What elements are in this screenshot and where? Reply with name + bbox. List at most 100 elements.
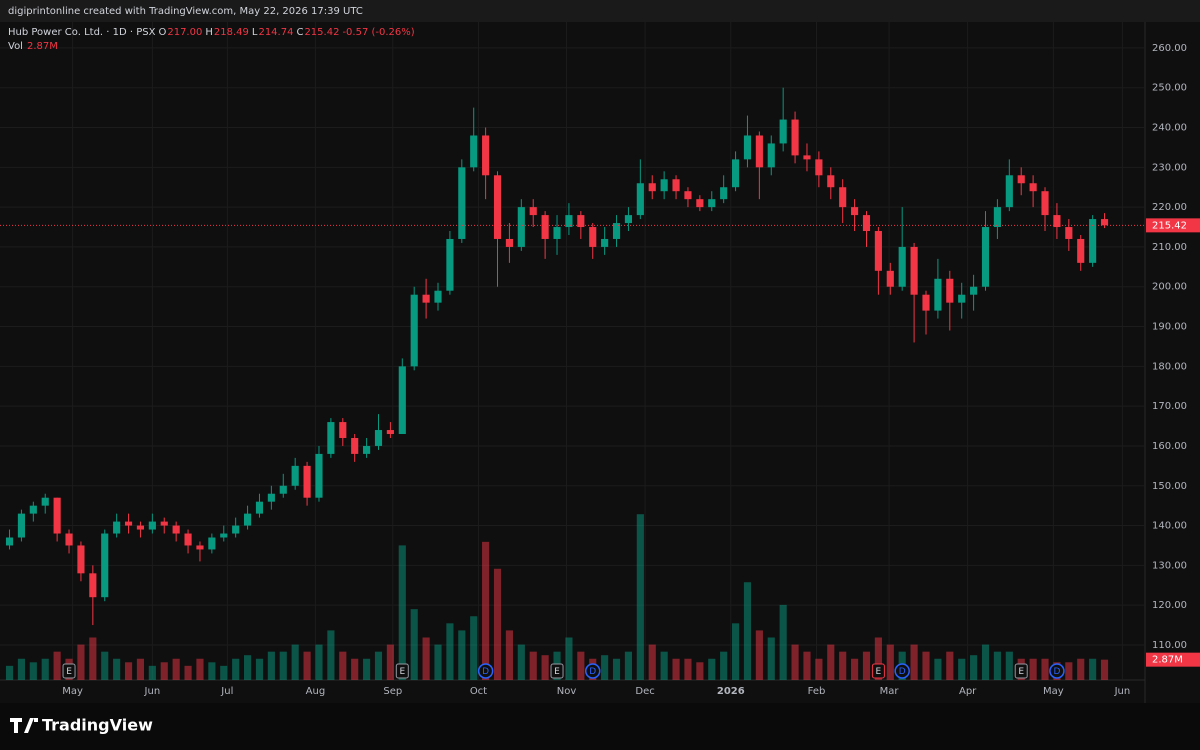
candle-body: [1100, 219, 1109, 226]
candle-body: [77, 545, 85, 574]
candle-body: [803, 155, 811, 160]
volume-bar: [77, 644, 85, 680]
volume-bar: [970, 655, 978, 680]
y-tick-label: 230.00: [1152, 162, 1187, 173]
candle-body: [851, 207, 859, 216]
volume-bar: [315, 644, 323, 680]
y-tick-label: 120.00: [1152, 600, 1187, 611]
event-marker: E: [395, 663, 409, 679]
candle-body: [493, 175, 502, 239]
candle-body: [315, 453, 323, 498]
volume-bar: [136, 658, 145, 680]
x-tick-label: Jun: [144, 686, 161, 697]
candle-body: [743, 135, 752, 160]
candle-body: [410, 294, 418, 367]
volume-bar: [874, 637, 882, 680]
candle-body: [482, 135, 490, 176]
volume-bar: [101, 651, 109, 680]
candle-body: [815, 159, 823, 176]
candles: [5, 87, 1109, 626]
volume-bar: [696, 662, 704, 680]
candle-body: [327, 422, 335, 454]
vol-value: 2.87M: [27, 41, 58, 52]
volume-bar: [934, 658, 942, 680]
event-marker: D: [584, 663, 601, 679]
volume-bar: [386, 644, 394, 680]
volume-bar: [910, 644, 918, 680]
volume-bar: [779, 604, 787, 680]
volume-bar: [482, 541, 490, 680]
candle-body: [220, 533, 228, 538]
volume-bar: [731, 623, 740, 680]
volume-bar: [636, 514, 644, 680]
candle-body: [89, 573, 97, 598]
volume-bar: [1077, 658, 1085, 680]
candle-body: [101, 533, 109, 598]
candle-body: [839, 187, 847, 208]
volume-bar: [708, 658, 716, 680]
volume-bar: [946, 651, 954, 680]
candle-body: [29, 505, 37, 514]
candle-body: [696, 199, 704, 208]
volume-bar: [827, 644, 835, 680]
candle-body: [672, 179, 680, 192]
y-tick-label: 170.00: [1152, 401, 1187, 412]
footer: [0, 703, 1200, 750]
candle-body: [529, 207, 537, 216]
candle-body: [136, 525, 145, 530]
candle-body: [124, 521, 133, 526]
legend-key: C: [296, 27, 303, 38]
volume-bar: [53, 651, 61, 680]
candle-body: [422, 294, 430, 303]
volume-bar: [196, 658, 204, 680]
volume-bar: [434, 644, 442, 680]
credit-bar: [0, 0, 1200, 22]
volume-bar: [886, 644, 894, 680]
volume-bar: [29, 662, 37, 680]
volume-bar: [363, 658, 371, 680]
logo-mark: [10, 718, 38, 733]
candle-body: [470, 135, 478, 168]
event-badge: [871, 663, 885, 679]
volume-bar: [720, 651, 728, 680]
logo: TradingView: [10, 716, 153, 735]
volume-bar: [505, 630, 513, 680]
volume-bar: [601, 655, 609, 680]
y-tick-label: 210.00: [1152, 242, 1187, 253]
candle-body: [1017, 175, 1025, 184]
volume-bar: [993, 651, 1001, 680]
candle-body: [589, 227, 597, 247]
volume-bar: [303, 651, 311, 680]
y-tick-label: 150.00: [1152, 481, 1187, 492]
candle-body: [791, 119, 799, 156]
event-label: E: [554, 667, 560, 677]
event-badge: [550, 663, 564, 679]
volume-bar: [398, 545, 406, 680]
x-tick-label: May: [1043, 686, 1064, 697]
volume-bar: [148, 665, 156, 680]
candle-body: [1005, 175, 1013, 208]
volume-bar: [672, 658, 680, 680]
candle-body: [981, 227, 990, 287]
symbol: Hub Power Co. Ltd. · 1D · PSX: [8, 27, 156, 38]
event-label: E: [66, 667, 72, 677]
y-tick-label: 220.00: [1152, 202, 1187, 213]
candle-body: [363, 445, 371, 454]
candle-body: [922, 294, 930, 311]
candle-body: [172, 525, 180, 534]
event-label: D: [589, 667, 596, 677]
volume-bar: [862, 651, 871, 680]
volume-bar: [255, 658, 264, 680]
candle-body: [434, 290, 442, 303]
volume-bar: [41, 658, 49, 680]
volume-bar: [291, 644, 299, 680]
last-price-badge: [1146, 218, 1200, 233]
candle-body: [291, 465, 299, 486]
event-badge: [477, 663, 494, 679]
x-tick-label: Jul: [220, 686, 233, 697]
volume-bar: [815, 658, 823, 680]
last-price-label: 215.42: [1152, 220, 1187, 231]
volume-bar: [172, 658, 180, 680]
volume-bar: [351, 658, 359, 680]
